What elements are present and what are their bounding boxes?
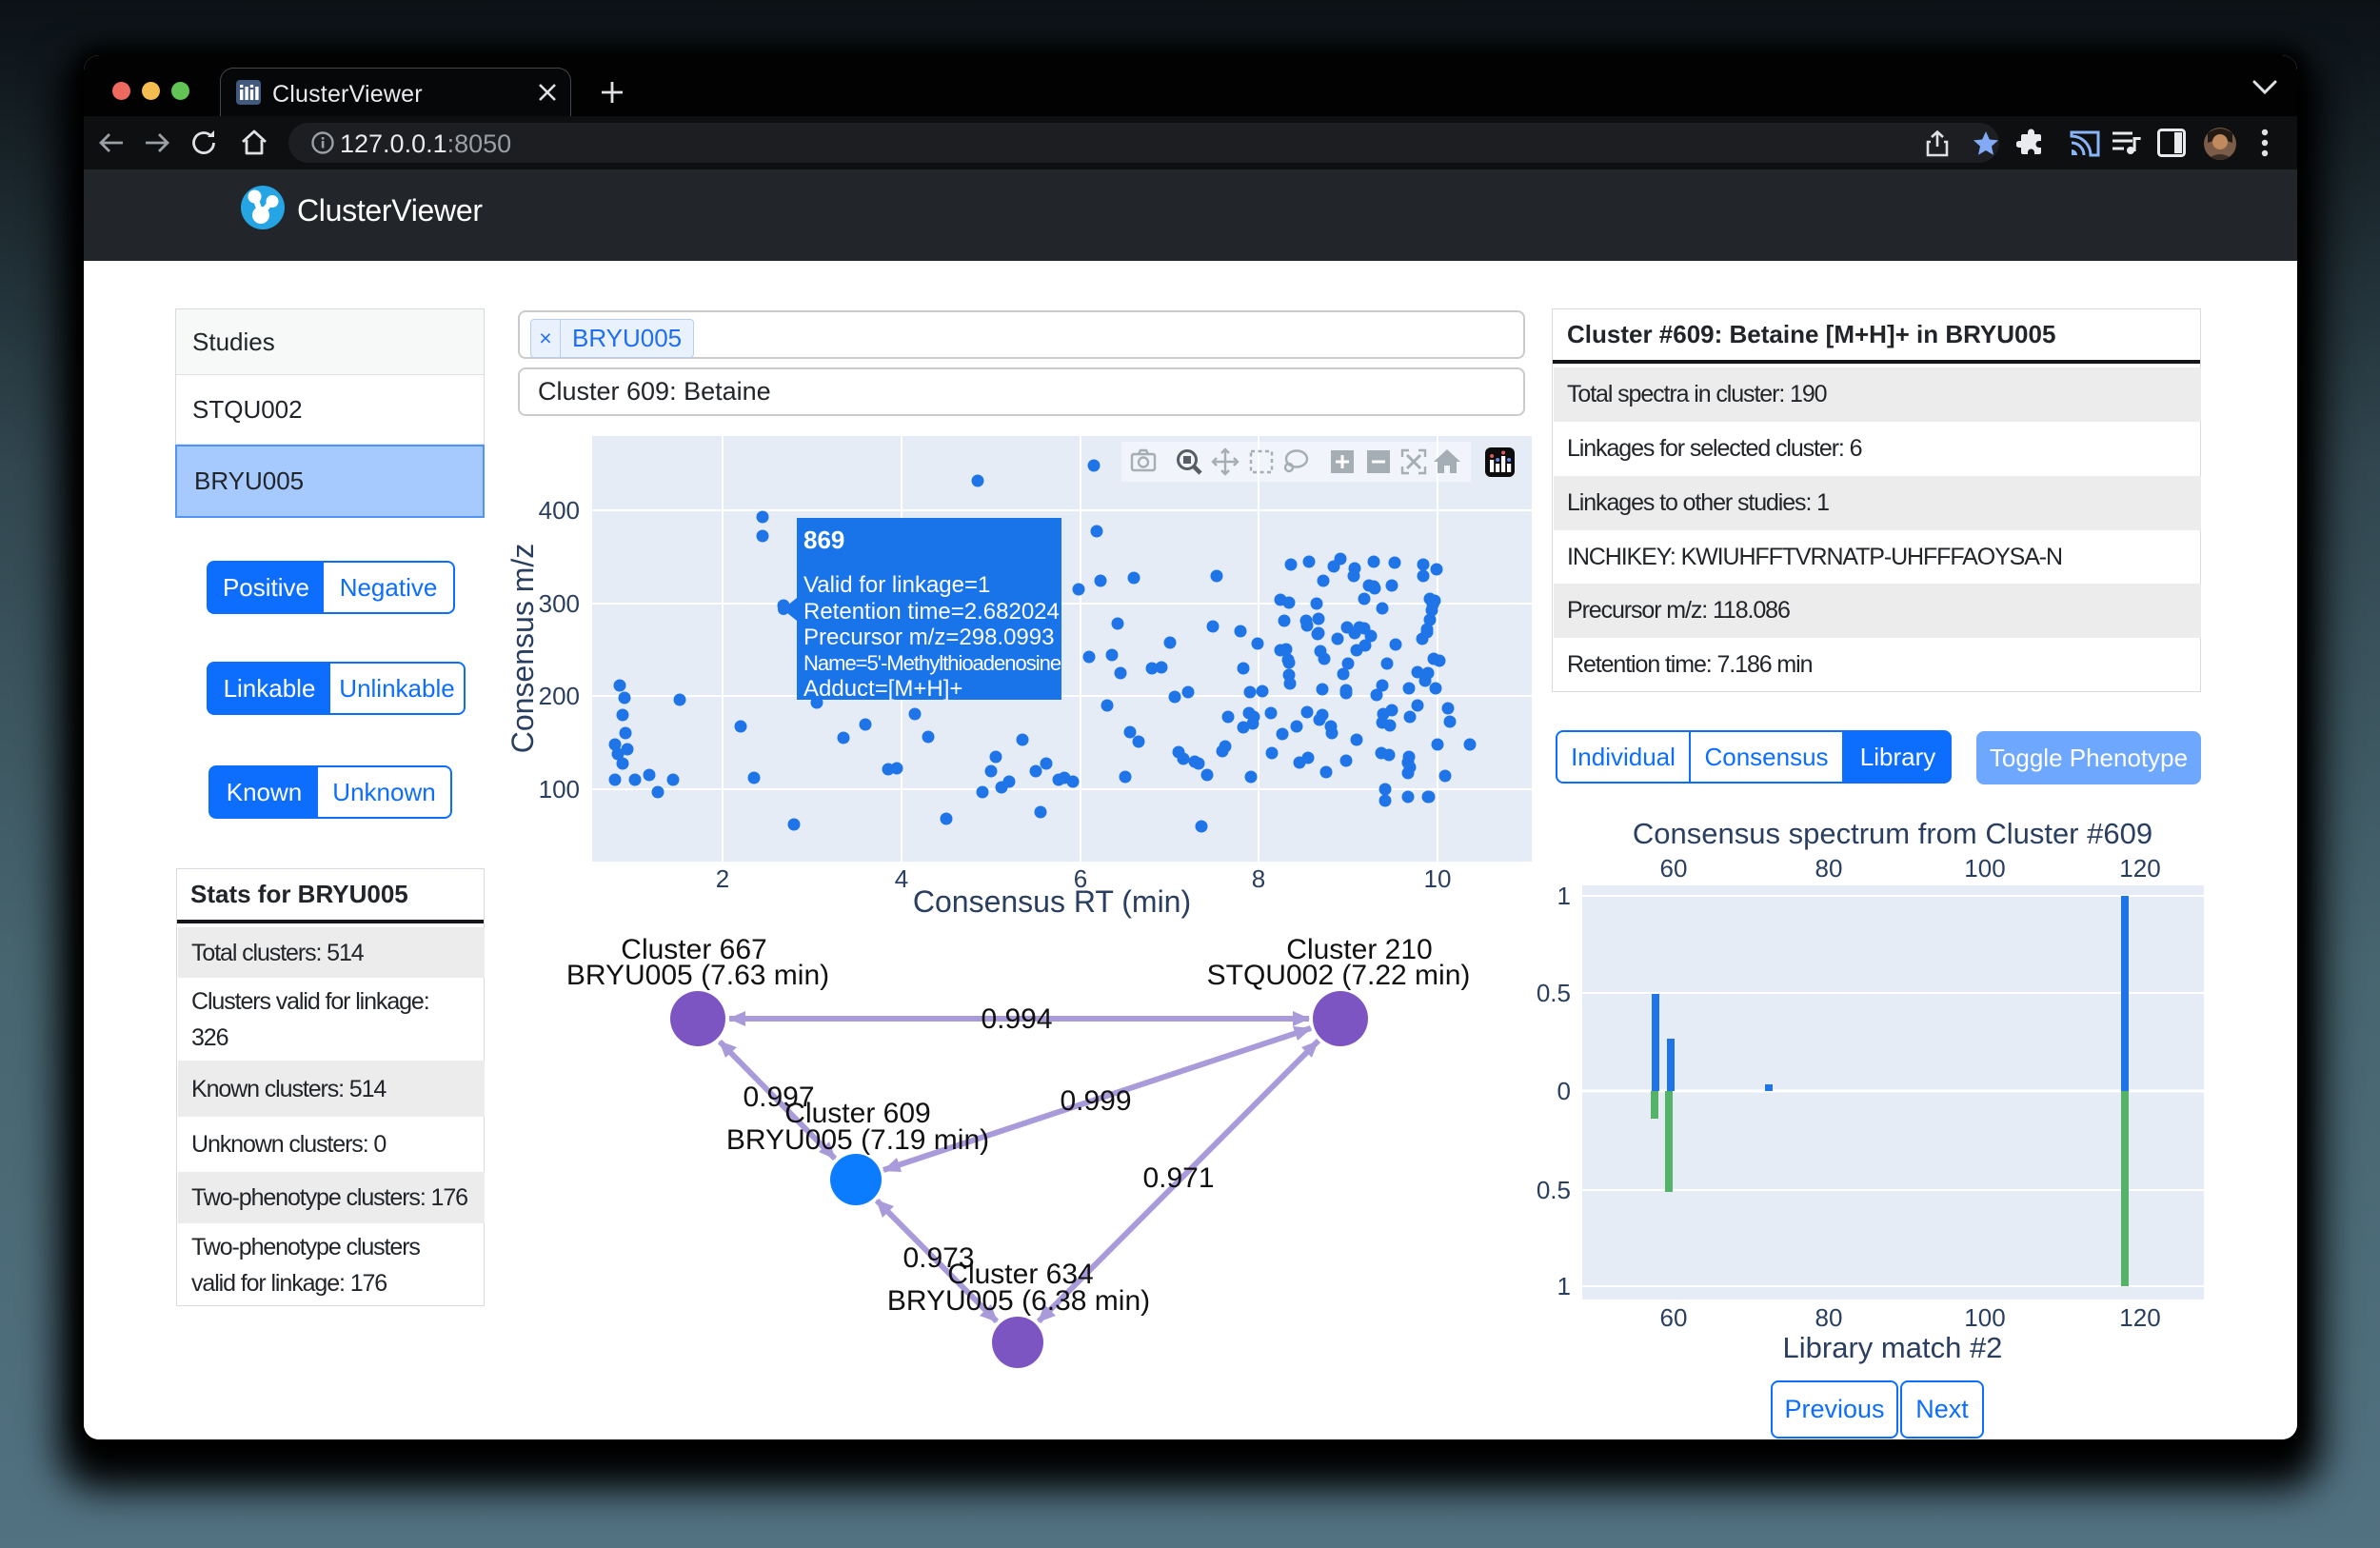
svg-text:1: 1: [1557, 882, 1571, 910]
svg-text:6: 6: [1074, 864, 1087, 893]
svg-text:Consensus spectrum from Cluste: Consensus spectrum from Cluster #609: [1633, 817, 2152, 850]
svg-text:BRYU005 (7.19 min): BRYU005 (7.19 min): [726, 1124, 989, 1156]
svg-text:60: 60: [1660, 1303, 1688, 1332]
svg-text:120: 120: [2119, 854, 2160, 883]
svg-text:Consensus RT (min): Consensus RT (min): [913, 884, 1191, 919]
svg-text:0.997: 0.997: [743, 1082, 814, 1113]
svg-text:0.5: 0.5: [1537, 1176, 1571, 1204]
svg-text:0.973: 0.973: [902, 1242, 974, 1274]
svg-text:0.994: 0.994: [981, 1003, 1052, 1035]
svg-text:0.999: 0.999: [1060, 1085, 1131, 1117]
svg-text:Cluster 667: Cluster 667: [621, 934, 766, 965]
svg-text:100: 100: [1964, 854, 2005, 883]
svg-text:2: 2: [716, 864, 729, 893]
svg-text:8: 8: [1252, 864, 1265, 893]
svg-text:STQU002 (7.22 min): STQU002 (7.22 min): [1207, 960, 1471, 991]
svg-text:Cluster 634: Cluster 634: [947, 1259, 1093, 1290]
svg-text:0: 0: [1557, 1077, 1571, 1105]
svg-text:100: 100: [1964, 1303, 2005, 1332]
svg-text:Retention time=2.682024: Retention time=2.682024: [803, 599, 1060, 625]
svg-text:80: 80: [1815, 854, 1843, 883]
svg-text:400: 400: [539, 496, 580, 525]
svg-text:100: 100: [539, 775, 580, 804]
svg-text:Adduct=[M+H]+: Adduct=[M+H]+: [803, 676, 962, 702]
svg-text:Name=5'-Methylthioadenosine: Name=5'-Methylthioadenosine: [803, 651, 1061, 675]
svg-text:60: 60: [1660, 854, 1688, 883]
svg-text:300: 300: [539, 589, 580, 618]
svg-text:Precursor m/z=298.0993: Precursor m/z=298.0993: [803, 625, 1054, 650]
svg-text:1: 1: [1557, 1272, 1571, 1300]
svg-text:Cluster 609: Cluster 609: [784, 1098, 930, 1129]
svg-text:200: 200: [539, 682, 580, 710]
svg-text:10: 10: [1424, 864, 1452, 893]
svg-text:BRYU005 (7.63 min): BRYU005 (7.63 min): [566, 960, 829, 991]
svg-text:Library match #2: Library match #2: [1783, 1331, 2003, 1364]
svg-text:869: 869: [803, 526, 844, 554]
svg-text:4: 4: [895, 864, 908, 893]
svg-text:120: 120: [2119, 1303, 2160, 1332]
svg-text:0.971: 0.971: [1142, 1162, 1214, 1194]
svg-text:Cluster 210: Cluster 210: [1286, 934, 1432, 965]
svg-text:Valid for linkage=1: Valid for linkage=1: [803, 572, 990, 598]
svg-text:BRYU005 (6.38 min): BRYU005 (6.38 min): [887, 1285, 1150, 1317]
svg-text:80: 80: [1815, 1303, 1843, 1332]
svg-text:Consensus m/z: Consensus m/z: [506, 544, 540, 754]
svg-text:0.5: 0.5: [1537, 979, 1571, 1007]
